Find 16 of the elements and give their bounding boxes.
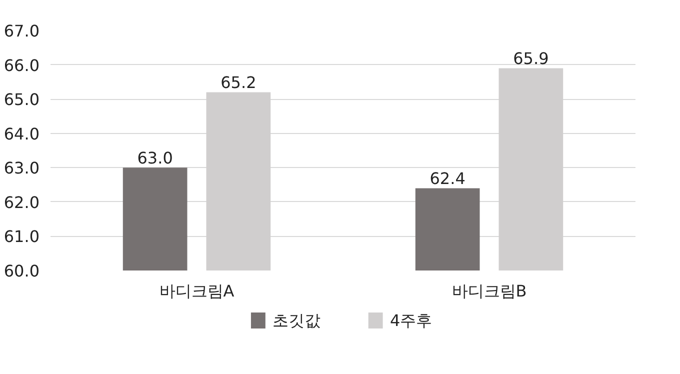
y-tick-label: 67.0 (4, 22, 40, 40)
y-tick-label: 62.0 (4, 192, 40, 212)
y-tick-label: 63.0 (4, 158, 40, 178)
y-tick-label: 66.0 (4, 56, 40, 75)
y-tick-label: 61.0 (4, 227, 40, 246)
data-label: 63.0 (137, 148, 173, 168)
y-tick-label: 64.0 (4, 124, 40, 144)
data-label: 65.9 (513, 49, 549, 68)
data-label: 65.2 (220, 73, 256, 92)
x-tick-label: 바디크림B (452, 282, 527, 300)
legend-label: 4주후 (390, 311, 432, 330)
data-label: 62.4 (430, 169, 466, 188)
legend-label: 초깃값 (272, 311, 321, 330)
y-tick-label: 65.0 (4, 90, 40, 110)
y-tick-label: 60.0 (4, 262, 40, 280)
x-tick-label: 바디크림A (159, 282, 234, 300)
